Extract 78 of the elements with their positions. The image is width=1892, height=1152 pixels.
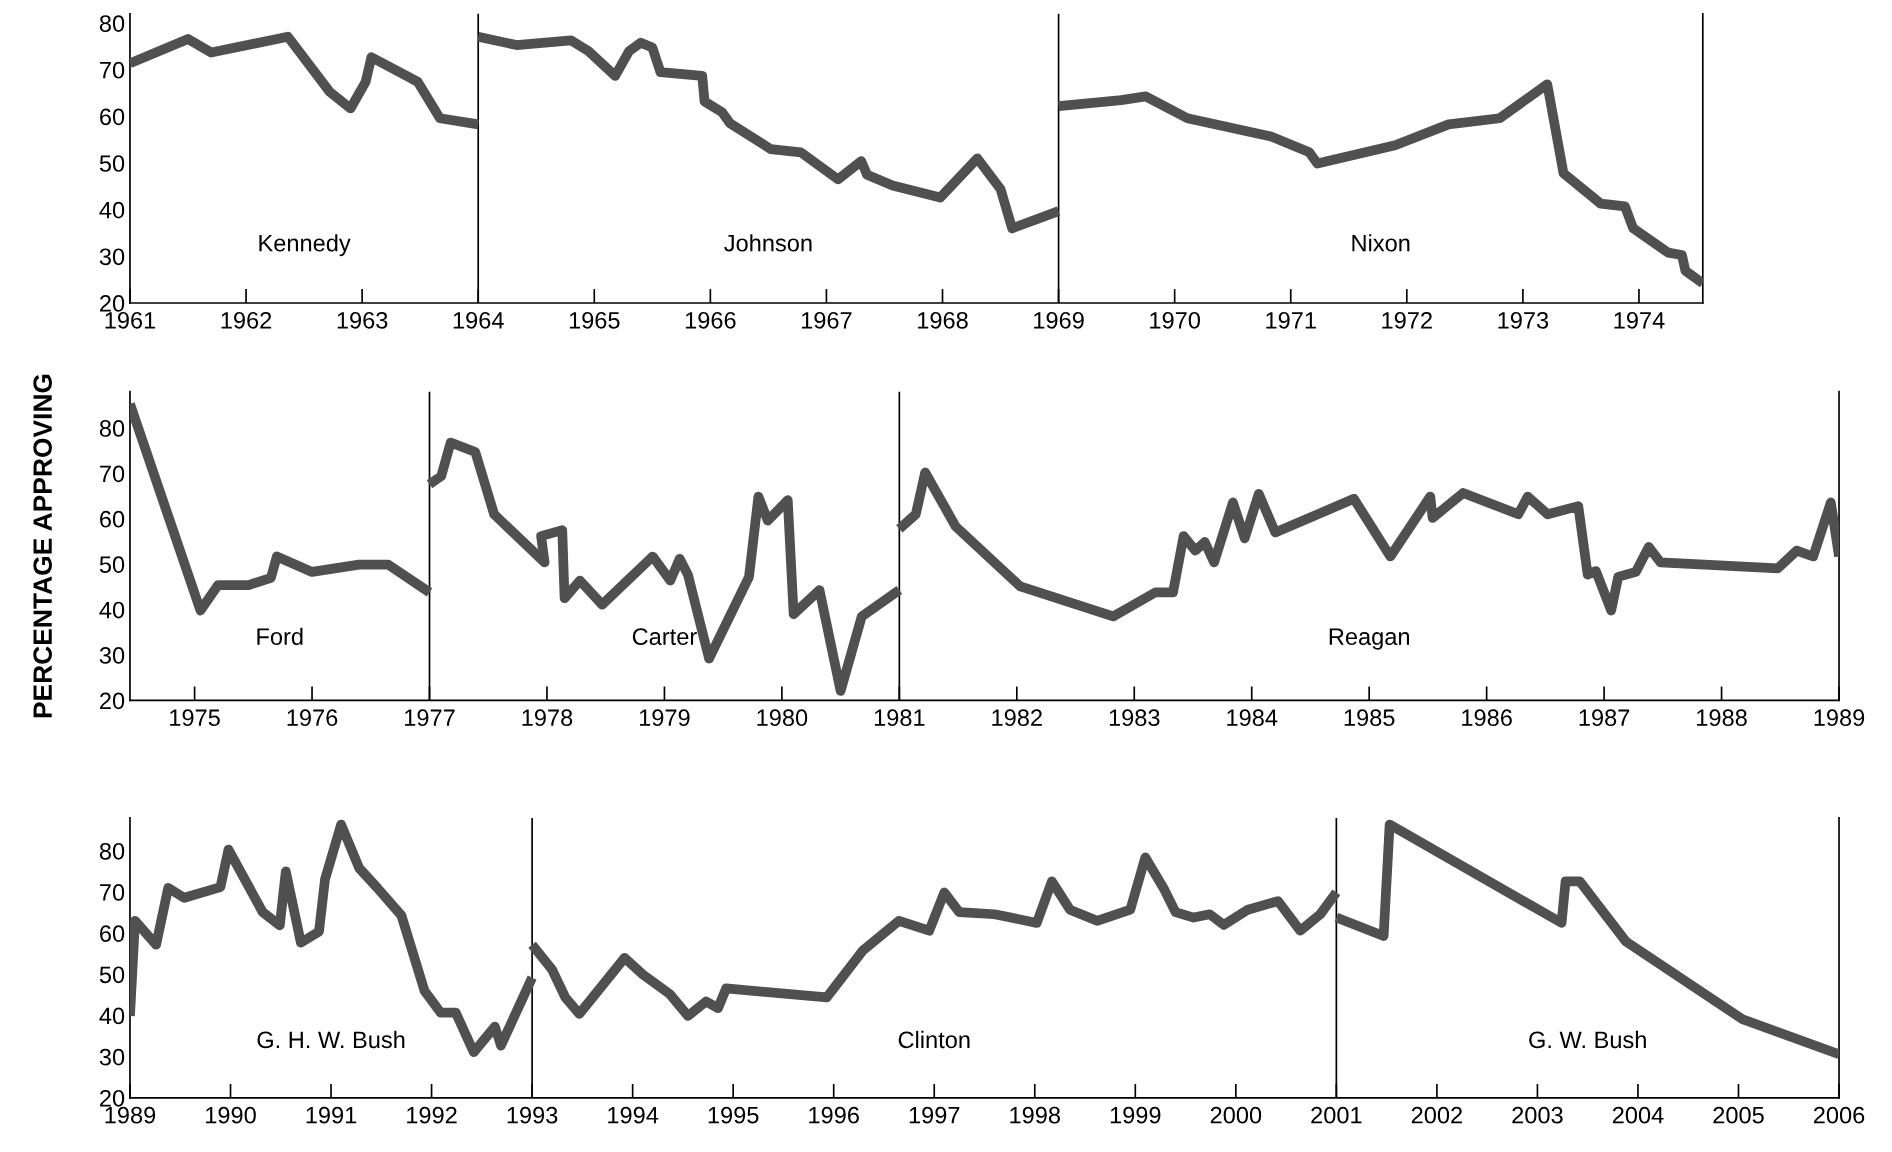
annotation: Nixon bbox=[1352, 234, 1410, 252]
x-tick-label: 1984 bbox=[1227, 709, 1278, 727]
x-tick-label: 1998 bbox=[1010, 1106, 1061, 1124]
y-tick-label: 60 bbox=[100, 925, 125, 942]
x-tick-label: 1976 bbox=[287, 709, 338, 727]
y-tick-label: 30 bbox=[99, 1048, 125, 1066]
y-tick-label: 60 bbox=[100, 510, 125, 528]
x-tick-label: 1997 bbox=[909, 1106, 960, 1124]
x-tick-label: 1977 bbox=[405, 709, 455, 727]
y-tick-label: 70 bbox=[100, 884, 125, 901]
x-tick-label: 1965 bbox=[569, 311, 620, 329]
y-tick-label: 80 bbox=[99, 420, 125, 437]
annotation: Ford bbox=[257, 627, 303, 646]
x-tick-label: 1989 bbox=[105, 1106, 156, 1124]
x-tick-label: 2006 bbox=[1813, 1106, 1865, 1124]
x-tick-label: 2005 bbox=[1713, 1106, 1764, 1124]
x-tick-label: 1979 bbox=[639, 709, 690, 727]
y-tick-label: 70 bbox=[100, 61, 125, 79]
x-tick-label: 1999 bbox=[1110, 1106, 1161, 1124]
y-tick-label: 40 bbox=[99, 201, 125, 219]
x-tick-label: 1990 bbox=[206, 1106, 256, 1124]
x-tick-label: 1985 bbox=[1344, 709, 1395, 727]
y-tick-label: 20 bbox=[100, 1089, 125, 1107]
x-tick-label: 1996 bbox=[809, 1106, 859, 1124]
x-tick-label: 1962 bbox=[221, 311, 272, 329]
x-tick-label: 1966 bbox=[685, 311, 736, 329]
y-tick-label: 20 bbox=[100, 692, 125, 710]
y-tick-label: 40 bbox=[99, 1007, 125, 1025]
x-tick-label: 1982 bbox=[992, 709, 1042, 727]
x-tick-label: 1980 bbox=[757, 709, 808, 727]
y-tick-label: 30 bbox=[99, 248, 125, 266]
x-tick-label: 1991 bbox=[306, 1106, 357, 1124]
x-tick-label: 1964 bbox=[453, 311, 504, 329]
x-tick-label: 1974 bbox=[1614, 311, 1665, 329]
x-tick-label: 1973 bbox=[1498, 311, 1549, 329]
x-tick-label: 1969 bbox=[1034, 311, 1084, 329]
y-tick-label: 50 bbox=[99, 155, 125, 172]
x-tick-label: 2002 bbox=[1411, 1106, 1462, 1124]
x-tick-label: 1961 bbox=[105, 311, 156, 329]
x-tick-label: 1995 bbox=[708, 1106, 759, 1124]
x-tick-label: 1978 bbox=[522, 709, 573, 727]
y-tick-label: 70 bbox=[100, 465, 125, 483]
y-tick-label: 50 bbox=[99, 966, 125, 984]
y-tick-label: 40 bbox=[99, 601, 125, 619]
x-tick-label: 1968 bbox=[918, 311, 968, 329]
annotation: Johnson bbox=[724, 234, 812, 252]
annotation: Clinton bbox=[898, 1030, 970, 1049]
x-tick-label: 2001 bbox=[1311, 1106, 1362, 1124]
x-tick-label: 1989 bbox=[1814, 709, 1865, 727]
x-tick-label: 1972 bbox=[1382, 311, 1432, 329]
x-tick-label: 2003 bbox=[1512, 1106, 1563, 1124]
x-tick-label: 1994 bbox=[608, 1106, 659, 1124]
y-tick-label: 80 bbox=[99, 15, 125, 32]
y-tick-label: 80 bbox=[99, 842, 125, 860]
annotation: Kennedy bbox=[259, 234, 351, 257]
x-tick-label: 1983 bbox=[1109, 709, 1160, 727]
annotation: Reagan bbox=[1329, 628, 1410, 650]
x-tick-label: 1967 bbox=[801, 311, 852, 329]
y-tick-label: 60 bbox=[100, 108, 125, 126]
y-tick-label: 30 bbox=[99, 647, 125, 664]
x-tick-label: 1986 bbox=[1462, 709, 1512, 727]
x-tick-label: 1981 bbox=[874, 709, 925, 727]
x-tick-label: 1963 bbox=[337, 311, 388, 329]
y-tick-label: 50 bbox=[99, 556, 125, 573]
y-axis-title: PERCENTAGE APPROVING bbox=[33, 374, 52, 718]
x-tick-label: 1993 bbox=[507, 1106, 558, 1124]
annotation: G. H. W. Bush bbox=[257, 1030, 405, 1049]
x-tick-label: 1987 bbox=[1579, 709, 1630, 727]
x-tick-label: 1988 bbox=[1697, 709, 1747, 727]
x-tick-label: 2004 bbox=[1612, 1106, 1664, 1124]
x-tick-label: 2000 bbox=[1210, 1106, 1262, 1124]
annotation: G. W. Bush bbox=[1529, 1030, 1646, 1049]
x-tick-label: 1975 bbox=[170, 709, 220, 727]
x-tick-label: 1970 bbox=[1150, 311, 1200, 329]
y-tick-label: 20 bbox=[100, 295, 125, 312]
x-tick-label: 1992 bbox=[407, 1106, 457, 1124]
x-tick-label: 1971 bbox=[1266, 311, 1316, 329]
annotation: Carter bbox=[632, 628, 697, 646]
